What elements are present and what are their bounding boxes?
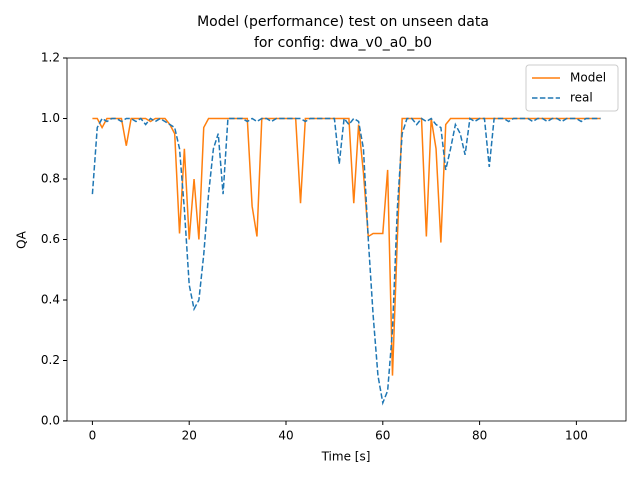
y-axis-label: QA <box>15 230 29 248</box>
x-tick-label: 100 <box>565 429 588 443</box>
y-tick-label: 0.6 <box>41 232 60 246</box>
y-tick-label: 0.8 <box>41 172 60 186</box>
y-tick-label: 1.0 <box>41 111 60 125</box>
y-tick-label: 0.2 <box>41 353 60 367</box>
data-line <box>91 116 601 406</box>
data-line <box>92 117 601 376</box>
legend-label: Model <box>570 71 606 85</box>
x-tick-label: 20 <box>182 429 197 443</box>
x-tick-label: 60 <box>375 429 390 443</box>
legend-label: real <box>570 91 593 105</box>
x-axis-label: Time [s] <box>321 450 371 464</box>
y-tick-label: 0.0 <box>41 414 60 428</box>
x-tick-label: 40 <box>278 429 293 443</box>
y-tick-label: 1.2 <box>41 51 60 65</box>
x-tick-label: 0 <box>89 429 97 443</box>
chart-title: for config: dwa_v0_a0_b0 <box>254 35 432 51</box>
axes-frame <box>66 57 627 422</box>
y-tick-label: 0.4 <box>41 293 60 307</box>
chart-title: Model (performance) test on unseen data <box>197 14 489 30</box>
legend-box <box>525 64 619 112</box>
x-tick-label: 80 <box>472 429 487 443</box>
